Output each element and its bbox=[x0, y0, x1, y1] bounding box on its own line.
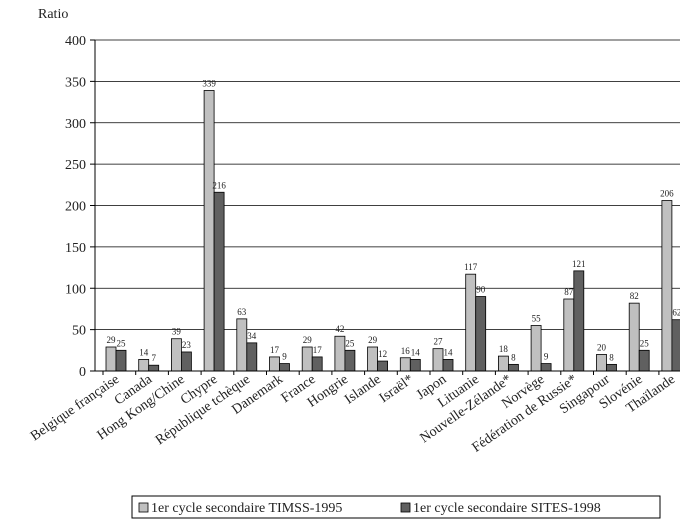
data-label: 216 bbox=[212, 180, 226, 190]
data-label: 121 bbox=[572, 259, 586, 269]
legend-swatch-sites bbox=[400, 502, 411, 513]
data-label: 90 bbox=[476, 285, 486, 295]
bar-hong-kong-chine-timss bbox=[170, 338, 182, 372]
y-tick-label: 200 bbox=[65, 200, 86, 215]
data-label: 29 bbox=[368, 335, 378, 345]
data-label: 17 bbox=[313, 345, 323, 355]
bar-lituanie-sites bbox=[475, 296, 487, 372]
y-tick-label: 0 bbox=[79, 365, 86, 380]
y-tick-label: 100 bbox=[65, 282, 86, 297]
bar-hong-kong-chine-sites bbox=[180, 351, 192, 372]
bar-federation-de-russie-sites bbox=[573, 270, 585, 372]
data-label: 9 bbox=[282, 352, 287, 362]
bar-israel-timss bbox=[399, 357, 411, 372]
bar-republique-tcheque-timss bbox=[236, 318, 248, 372]
data-label: 87 bbox=[564, 287, 574, 297]
bar-france-sites bbox=[311, 356, 323, 372]
bar-canada-sites bbox=[148, 364, 160, 372]
data-label: 29 bbox=[107, 335, 117, 345]
data-label: 20 bbox=[597, 342, 607, 352]
data-label: 82 bbox=[630, 291, 639, 301]
data-label: 9 bbox=[544, 352, 549, 362]
bar-islande-timss bbox=[367, 346, 379, 372]
data-label: 14 bbox=[411, 347, 421, 357]
data-label: 55 bbox=[532, 313, 542, 323]
x-tick-label-islande: Islande bbox=[342, 372, 384, 407]
bar-slovenie-sites bbox=[638, 349, 650, 372]
bar-norvege-sites bbox=[540, 363, 552, 372]
data-label: 39 bbox=[172, 327, 182, 337]
bar-hongrie-timss bbox=[334, 335, 346, 372]
bar-japon-timss bbox=[432, 348, 444, 372]
data-label: 14 bbox=[139, 347, 149, 357]
x-tick-label-israel: Israël* bbox=[377, 372, 417, 406]
y-tick-label: 250 bbox=[65, 158, 86, 173]
y-tick-label: 50 bbox=[72, 324, 86, 339]
bar-islande-sites bbox=[377, 360, 389, 372]
bar-nouvelle-zelande-sites bbox=[507, 363, 519, 372]
bar-chypre-sites bbox=[213, 191, 225, 372]
y-tick-label: 150 bbox=[65, 241, 86, 256]
bar-slovenie-timss bbox=[628, 302, 640, 372]
data-label: 7 bbox=[151, 353, 156, 363]
legend-label-timss: 1er cycle secondaire TIMSS-1995 bbox=[151, 501, 342, 516]
bar-japon-sites bbox=[442, 359, 454, 372]
data-label: 29 bbox=[303, 335, 313, 345]
data-label: 206 bbox=[660, 189, 674, 199]
y-tick-label: 300 bbox=[65, 117, 86, 132]
data-label: 12 bbox=[378, 349, 387, 359]
bar-danemark-timss bbox=[269, 356, 280, 372]
grid-lines bbox=[95, 39, 680, 331]
data-label: 42 bbox=[335, 324, 344, 334]
bar-thailande-sites bbox=[671, 319, 680, 372]
y-tick-label: 350 bbox=[65, 75, 86, 90]
legend-swatch-timss bbox=[138, 502, 149, 513]
data-label: 339 bbox=[202, 78, 216, 88]
bars bbox=[105, 90, 680, 372]
bar-singapour-timss bbox=[596, 354, 607, 372]
data-label: 117 bbox=[464, 262, 478, 272]
bar-israel-sites bbox=[409, 359, 421, 372]
legend-box bbox=[131, 495, 661, 519]
bar-nouvelle-zelande-timss bbox=[497, 355, 509, 372]
data-label: 62 bbox=[672, 308, 680, 318]
legend-label-sites: 1er cycle secondaire SITES-1998 bbox=[413, 501, 601, 516]
data-label: 16 bbox=[401, 346, 411, 356]
bar-canada-timss bbox=[138, 359, 150, 372]
bar-belgique-francaise-timss bbox=[105, 346, 117, 372]
data-label: 18 bbox=[499, 344, 509, 354]
bar-norvege-timss bbox=[530, 325, 542, 372]
data-label: 63 bbox=[237, 307, 247, 317]
data-label: 14 bbox=[444, 347, 454, 357]
y-axis-label: Ratio bbox=[38, 7, 68, 22]
legend: 1er cycle secondaire TIMSS-1995 1er cycl… bbox=[131, 495, 661, 519]
y-tick-label: 400 bbox=[65, 34, 86, 49]
bar-chypre-timss bbox=[203, 90, 215, 372]
bar-belgique-francaise-sites bbox=[115, 349, 127, 372]
data-label: 23 bbox=[182, 340, 192, 350]
data-label: 27 bbox=[434, 337, 444, 347]
bar-danemark-sites bbox=[279, 363, 290, 372]
bar-singapour-sites bbox=[606, 363, 617, 372]
y-axis-ticks: 0 50 100 150 200 250 300 350 400 bbox=[65, 34, 95, 380]
data-label: 25 bbox=[117, 338, 127, 348]
bar-federation-de-russie-timss bbox=[563, 298, 575, 372]
data-label: 8 bbox=[511, 352, 516, 362]
data-label: 25 bbox=[640, 338, 650, 348]
data-label: 8 bbox=[609, 352, 614, 362]
data-label: 25 bbox=[345, 338, 355, 348]
bar-republique-tcheque-sites bbox=[246, 342, 258, 372]
data-label: 34 bbox=[247, 331, 257, 341]
bar-france-timss bbox=[301, 346, 313, 372]
bar-thailande-timss bbox=[661, 200, 673, 372]
bar-hongrie-sites bbox=[344, 349, 356, 372]
bar-lituanie-timss bbox=[465, 273, 477, 372]
data-label: 17 bbox=[270, 345, 280, 355]
